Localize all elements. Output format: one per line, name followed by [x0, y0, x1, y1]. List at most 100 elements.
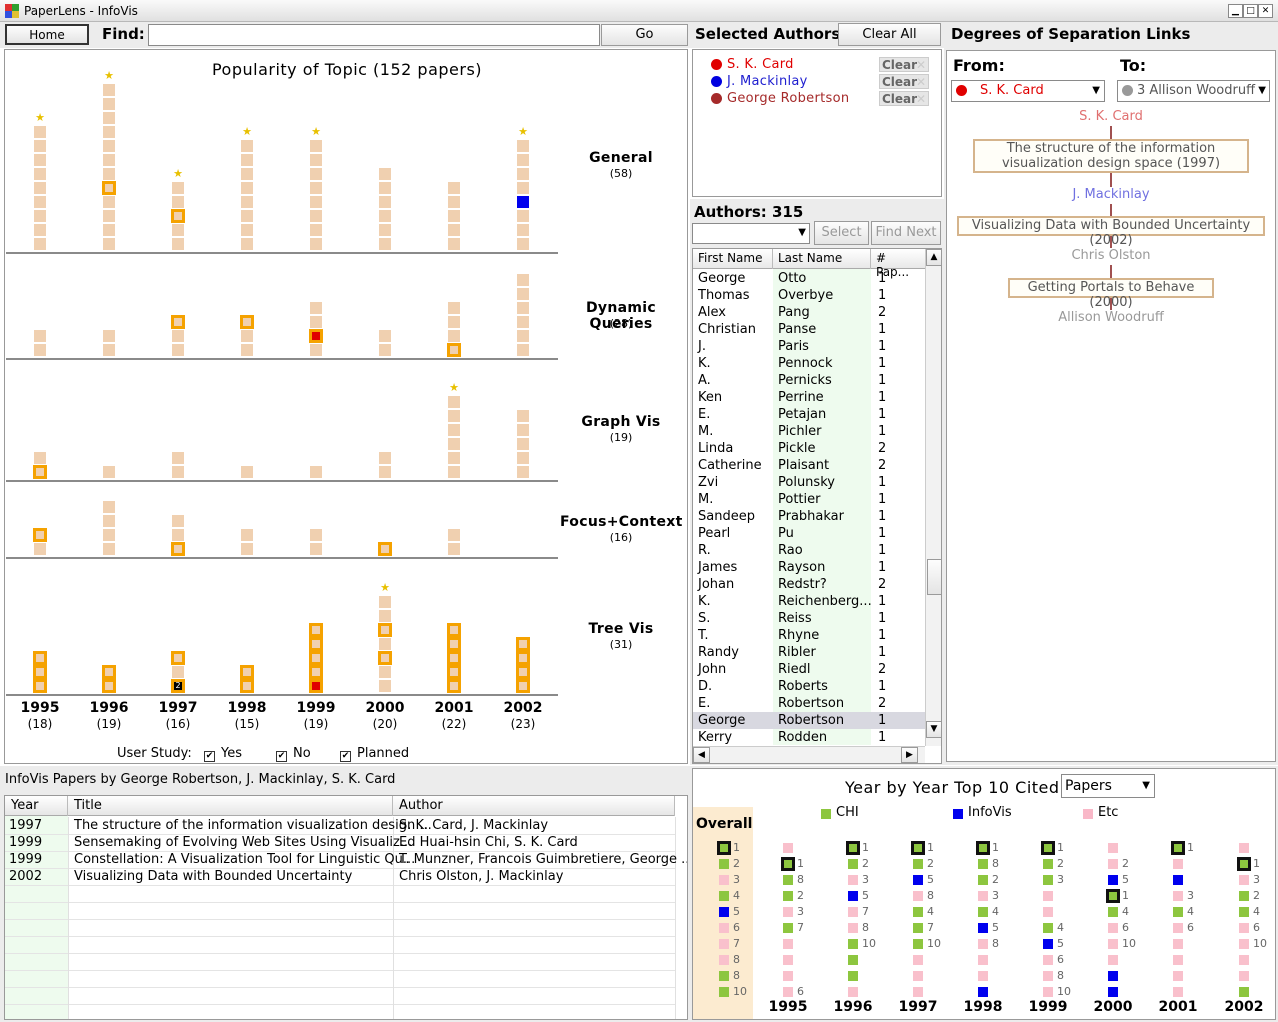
user-study-planned-checkbox[interactable]: ✔ Planned — [340, 746, 409, 762]
paper-square[interactable] — [517, 452, 529, 464]
author-row[interactable]: E. Robertson 2 — [693, 695, 925, 712]
paper-square[interactable] — [517, 168, 529, 180]
citation-square[interactable] — [913, 923, 923, 933]
citation-square[interactable] — [978, 987, 988, 997]
paper-square[interactable] — [241, 182, 253, 194]
paper-square[interactable] — [379, 466, 391, 478]
paper-square[interactable] — [516, 651, 530, 665]
paper-square[interactable] — [103, 98, 115, 110]
paper-square[interactable] — [172, 666, 184, 678]
citation-square[interactable] — [1108, 859, 1118, 869]
author-row[interactable]: Johan Redstr? 2 — [693, 576, 925, 593]
paper-square[interactable] — [310, 210, 322, 222]
citation-square[interactable] — [1108, 987, 1118, 997]
citation-square[interactable] — [976, 841, 990, 855]
paper-square[interactable] — [378, 651, 392, 665]
citation-square[interactable] — [1108, 843, 1118, 853]
paper-square[interactable] — [447, 679, 461, 693]
citation-square[interactable] — [719, 859, 729, 869]
paper-square[interactable] — [310, 302, 322, 314]
citation-square[interactable] — [1108, 939, 1118, 949]
paper-square[interactable] — [379, 344, 391, 356]
citation-square[interactable] — [913, 939, 923, 949]
citation-square[interactable] — [1173, 859, 1183, 869]
maximize-icon[interactable]: □ — [1243, 4, 1258, 18]
paper-square[interactable] — [516, 679, 530, 693]
paper-square[interactable] — [379, 196, 391, 208]
chain-author[interactable]: J. Mackinlay — [1072, 187, 1150, 202]
clear-author-button[interactable]: Clear ✕ — [879, 91, 929, 106]
paper-square[interactable] — [241, 529, 253, 541]
paper-square[interactable] — [241, 154, 253, 166]
citation-square[interactable] — [1173, 971, 1183, 981]
from-select[interactable]: S. K. Card ▼ — [951, 80, 1105, 102]
citation-square[interactable] — [848, 923, 858, 933]
author-row[interactable]: Randy Ribler 1 — [693, 644, 925, 661]
paper-square[interactable] — [172, 330, 184, 342]
column-last-name[interactable]: Last Name — [773, 249, 871, 269]
paper-square[interactable] — [447, 343, 461, 357]
scroll-left-icon[interactable]: ◀ — [693, 747, 710, 763]
author-row[interactable]: K. Reichenberg... 1 — [693, 593, 925, 610]
topic-label[interactable]: Tree Vis — [588, 621, 654, 637]
author-row[interactable]: A. Pernicks 1 — [693, 372, 925, 389]
author-row[interactable]: Thomas Overbye 1 — [693, 287, 925, 304]
paper-square[interactable] — [310, 224, 322, 236]
citation-square[interactable] — [719, 971, 729, 981]
selected-author-name[interactable]: S. K. Card — [727, 57, 794, 72]
paper-square[interactable] — [309, 623, 323, 637]
citation-square[interactable] — [848, 955, 858, 965]
citation-square[interactable] — [1043, 891, 1053, 901]
selected-author-name[interactable]: J. Mackinlay — [727, 74, 808, 89]
paper-square[interactable] — [310, 529, 322, 541]
citation-square[interactable] — [978, 923, 988, 933]
paper-square[interactable] — [310, 196, 322, 208]
citation-square[interactable] — [1043, 859, 1053, 869]
paper-square[interactable] — [310, 140, 322, 152]
paper-square[interactable] — [241, 140, 253, 152]
paper-square[interactable] — [447, 637, 461, 651]
go-button[interactable]: Go — [601, 24, 688, 46]
paper-square[interactable] — [516, 637, 530, 651]
paper-square[interactable] — [310, 168, 322, 180]
citation-square[interactable] — [1239, 875, 1249, 885]
find-next-button[interactable]: Find Next — [871, 221, 941, 245]
citation-square[interactable] — [1171, 841, 1185, 855]
column-author[interactable]: Author — [393, 796, 675, 816]
citation-square[interactable] — [1173, 907, 1183, 917]
paper-square[interactable]: 2 — [171, 679, 185, 693]
paper-square[interactable] — [103, 168, 115, 180]
author-row[interactable]: E. Petajan 1 — [693, 406, 925, 423]
citation-square[interactable] — [913, 859, 923, 869]
paper-square[interactable] — [241, 466, 253, 478]
paper-square[interactable] — [517, 302, 529, 314]
paper-square[interactable] — [103, 529, 115, 541]
paper-square[interactable] — [33, 679, 47, 693]
paper-square[interactable] — [517, 196, 529, 208]
paper-square[interactable] — [379, 224, 391, 236]
citation-square[interactable] — [1239, 843, 1249, 853]
clear-all-button[interactable]: Clear All — [838, 23, 941, 46]
paper-square[interactable] — [103, 238, 115, 250]
citation-square[interactable] — [913, 875, 923, 885]
paper-square[interactable] — [379, 666, 391, 678]
author-row[interactable]: George Otto 1 — [693, 270, 925, 287]
paper-square[interactable] — [310, 543, 322, 555]
column-paper-count[interactable]: # Pap... — [876, 251, 910, 279]
paper-square[interactable] — [517, 274, 529, 286]
paper-square[interactable] — [448, 224, 460, 236]
citation-square[interactable] — [719, 987, 729, 997]
paper-square[interactable] — [379, 452, 391, 464]
paper-square[interactable] — [309, 329, 323, 343]
citation-square[interactable] — [783, 971, 793, 981]
citation-square[interactable] — [1173, 891, 1183, 901]
user-study-yes-checkbox[interactable]: ✔ Yes — [204, 746, 242, 762]
paper-square[interactable] — [34, 344, 46, 356]
citation-square[interactable] — [1173, 939, 1183, 949]
citation-square[interactable] — [978, 907, 988, 917]
author-row[interactable]: John Riedl 2 — [693, 661, 925, 678]
authors-filter-select[interactable]: ▼ — [692, 223, 810, 244]
paper-square[interactable] — [102, 181, 116, 195]
paper-square[interactable] — [241, 168, 253, 180]
paper-square[interactable] — [379, 638, 391, 650]
